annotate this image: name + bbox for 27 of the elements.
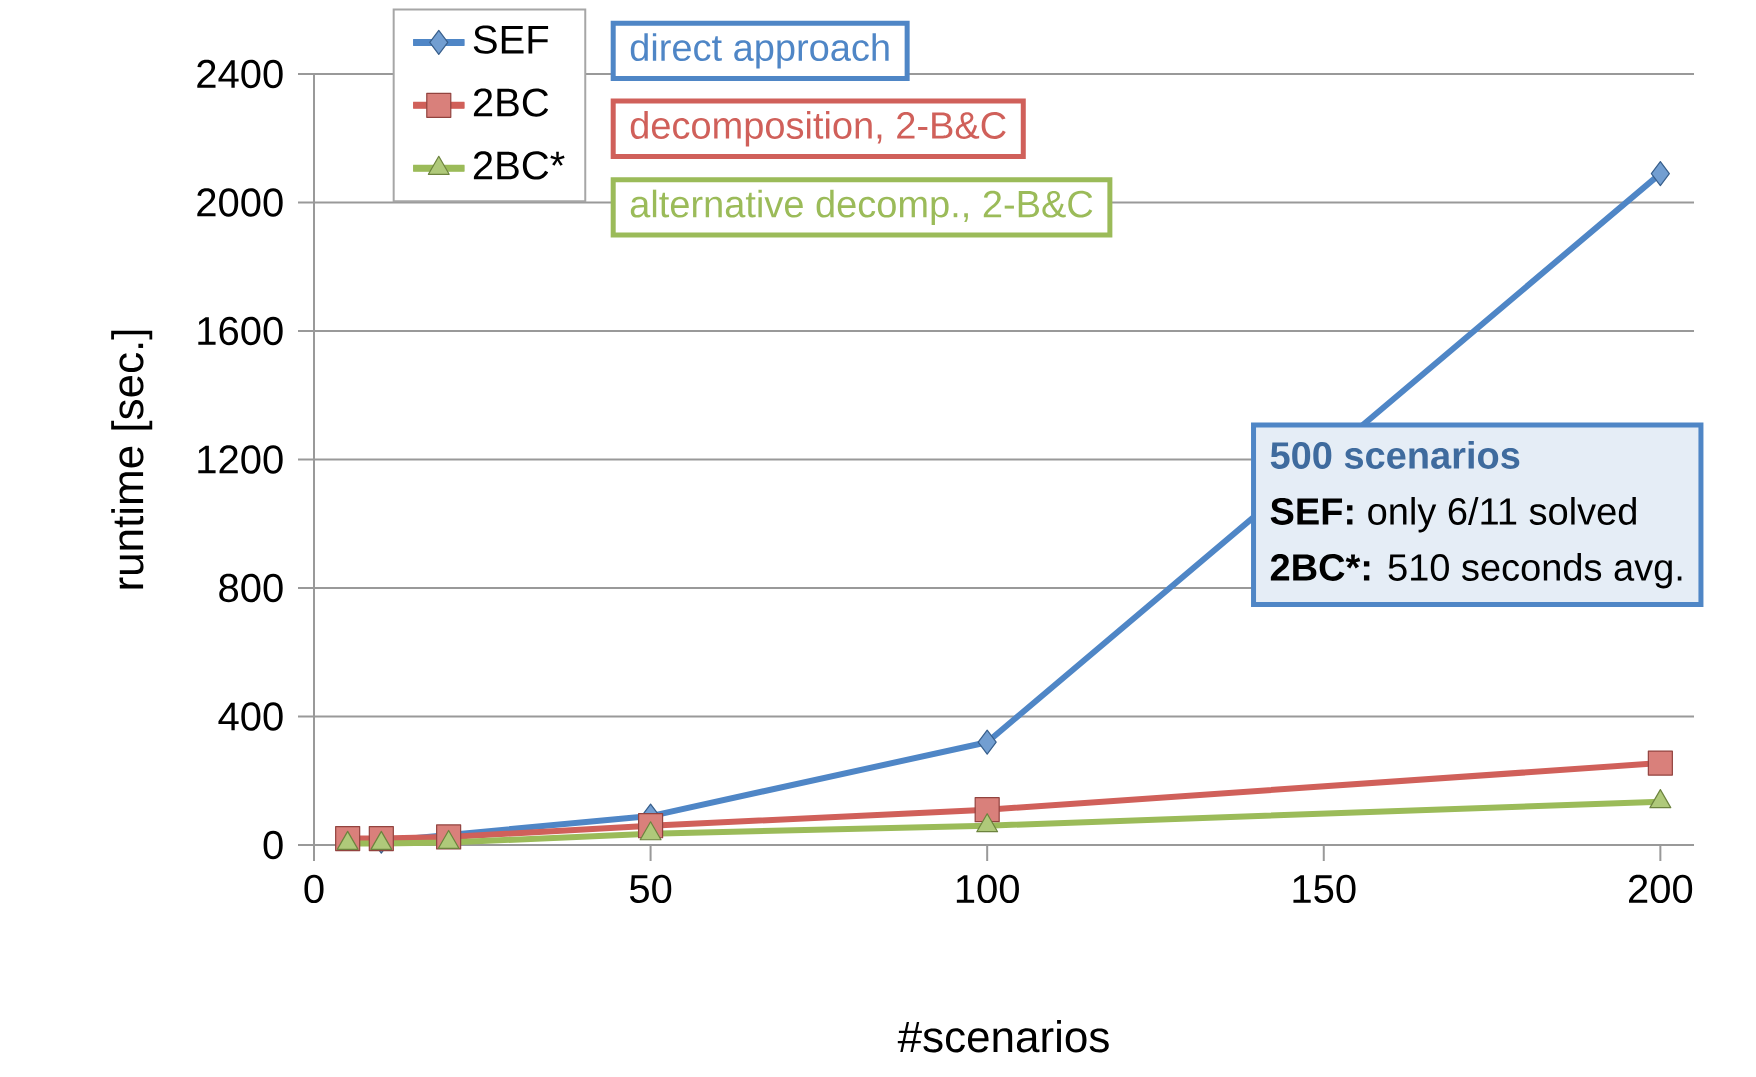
legend-label: SEF xyxy=(473,25,549,54)
y-tick-label: 800 xyxy=(219,573,283,603)
y-tick-label: 2400 xyxy=(197,59,283,89)
x-axis-title: #scenarios xyxy=(897,1020,1109,1053)
x-tick-label: 100 xyxy=(956,874,1019,904)
y-tick-label: 1200 xyxy=(198,445,283,474)
annotation: SEF: only 6/11 solved xyxy=(1270,496,1636,533)
annotation: 500 scenarios xyxy=(1270,440,1520,469)
x-tick-label: 0 xyxy=(304,874,324,904)
point xyxy=(1650,160,1670,187)
point xyxy=(1647,750,1673,776)
y-tick-label: 400 xyxy=(218,702,283,731)
x-tick-label: 150 xyxy=(1293,874,1356,904)
point xyxy=(974,797,1000,823)
x-tick-label: 200 xyxy=(1628,874,1693,904)
legend-label: 2BC* xyxy=(473,151,565,180)
legend-label: 2BC xyxy=(473,88,549,117)
x-tick-label: 50 xyxy=(629,874,672,904)
annotation: alternative decomp., 2-B&C xyxy=(630,189,1093,226)
point xyxy=(977,729,997,755)
annotation: 2BC*: 510 seconds avg. xyxy=(1270,552,1682,589)
y-axis-title: runtime [sec.] xyxy=(111,330,153,589)
y-tick-label: 1600 xyxy=(198,316,283,346)
y-tick-label: 2000 xyxy=(197,188,283,217)
y-tick-label: 0 xyxy=(263,830,283,860)
annotation: decomposition, 2-B&C xyxy=(630,111,1006,147)
text: direct approach xyxy=(630,33,889,69)
